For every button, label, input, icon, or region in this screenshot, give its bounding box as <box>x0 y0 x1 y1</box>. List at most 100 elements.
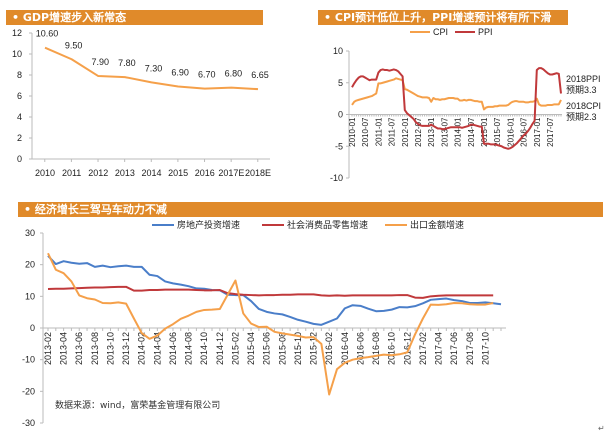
cpi-y-tick-label: 5 <box>338 78 343 88</box>
growth-y-tick-label: 30 <box>25 228 35 238</box>
gdp-chart-title-bar: • GDP增速步入新常态 <box>6 10 263 25</box>
growth-x-tick-label: 2013-06 <box>74 332 84 365</box>
growth-y-tick-label: -30 <box>22 418 35 428</box>
growth-series-line-3 <box>47 252 494 396</box>
gdp-y-tick-label: 0 <box>17 154 22 164</box>
cpi-y-tick-label: -5 <box>335 141 343 151</box>
growth-x-tick-label: 2016-02 <box>324 332 334 365</box>
gdp-x-tick-label: 2013 <box>115 168 135 178</box>
cpi-x-tick-label: 2012-01 <box>401 117 410 147</box>
source-note: 数据来源：wind，富荣基金管理有限公司 <box>55 401 221 411</box>
cpi-x-tick-label: 2010-07 <box>361 117 370 147</box>
growth-series-line-2 <box>47 285 494 299</box>
gdp-line <box>44 46 259 91</box>
growth-x-tick-label: 2016-12 <box>402 332 412 365</box>
gdp-x-tick-label: 2018E <box>245 168 271 178</box>
gdp-data-label: 6.70 <box>198 70 216 80</box>
growth-x-tick-label: 2013-12 <box>121 332 131 365</box>
growth-legend-label: 出口金额增速 <box>410 219 464 230</box>
growth-legend-label: 社会消费品零售增速 <box>287 219 368 230</box>
growth-x-tick-label: 2016-08 <box>371 332 381 365</box>
gdp-y-tick-label: 12 <box>12 28 22 38</box>
cpi-annotation: 2018PPI <box>566 74 601 84</box>
growth-chart-title: 经济增长三驾马车动力不减 <box>34 203 167 216</box>
growth-x-tick-label: 2015-02 <box>230 332 240 365</box>
growth-x-tick-label: 2015-12 <box>309 332 319 365</box>
growth-chart-title-bar: • 经济增长三驾马车动力不减 <box>18 202 603 217</box>
gdp-y-tick-label: 2 <box>17 133 22 143</box>
growth-x-tick-label: 2014-06 <box>168 332 178 365</box>
cpi-x-tick-label: 2016-01 <box>506 117 515 147</box>
growth-x-tick-label: 2013-10 <box>105 332 115 365</box>
cpi-annotation: 2018CPI <box>566 101 601 111</box>
gdp-y-tick-label: 8 <box>17 70 22 80</box>
gdp-data-label: 6.65 <box>251 70 269 80</box>
gdp-data-label: 6.90 <box>171 68 189 78</box>
growth-x-tick-label: 2015-08 <box>277 332 287 365</box>
growth-x-tick-label: 2016-10 <box>387 332 397 365</box>
gdp-chart-title: GDP增速步入新常态 <box>22 11 127 24</box>
gdp-y-tick-label: 6 <box>17 91 22 101</box>
cpi-x-tick-label: 2015-01 <box>480 117 489 147</box>
gdp-x-tick-label: 2016 <box>195 168 215 178</box>
growth-series-line-1 <box>47 255 502 326</box>
gdp-x-tick-label: 2010 <box>35 168 55 178</box>
cpi-x-tick-label: 2012-07 <box>414 117 423 147</box>
gdp-y-tick-label: 4 <box>17 112 22 122</box>
cpi-x-tick-label: 2015-07 <box>493 117 502 147</box>
cpi-x-tick-label: 2011-07 <box>388 117 397 146</box>
growth-x-tick-label: 2014-08 <box>184 332 194 365</box>
growth-x-tick-label: 2016-04 <box>340 332 350 365</box>
legend-label-ppi: PPI <box>478 27 493 37</box>
growth-x-tick-label: 2013-02 <box>43 332 53 365</box>
cpi-x-tick-label: 2010-01 <box>348 117 357 147</box>
growth-x-tick-label: 2014-10 <box>199 332 209 365</box>
growth-x-tick-label: 2017-08 <box>465 332 475 365</box>
gdp-x-tick-label: 2012 <box>88 168 108 178</box>
gdp-x-tick-label: 2014 <box>141 168 161 178</box>
growth-y-tick-label: -10 <box>22 355 35 365</box>
growth-x-tick-label: 2014-02 <box>137 332 147 365</box>
cpi-y-tick-label: -10 <box>330 173 343 183</box>
cpi-x-tick-label: 2014-07 <box>467 117 476 147</box>
gdp-x-tick-label: 2015 <box>168 168 188 178</box>
gdp-data-label: 10.60 <box>36 29 59 39</box>
cpi-y-tick-label: 10 <box>333 46 343 56</box>
growth-x-tick-label: 2013-08 <box>90 332 100 365</box>
cpi-x-tick-label: 2011-01 <box>374 117 383 146</box>
cpi-chart-title-bar: • CPI预计低位上升，PPI增速预计将有所下滑 <box>318 10 568 25</box>
cpi-series-line-ppi <box>351 67 562 150</box>
growth-x-tick-label: 2017-02 <box>418 332 428 365</box>
cpi-series-line-cpi <box>351 77 562 111</box>
gdp-data-label: 9.50 <box>65 40 83 50</box>
cpi-y-tick-label: 0 <box>338 110 343 120</box>
legend-label-cpi: CPI <box>433 27 448 37</box>
growth-x-tick-label: 2015-10 <box>293 332 303 365</box>
growth-y-tick-label: 20 <box>25 260 35 270</box>
growth-x-tick-label: 2014-04 <box>152 332 162 365</box>
gdp-data-label: 6.80 <box>225 69 243 79</box>
growth-x-tick-label: 2014-12 <box>215 332 225 365</box>
gdp-x-tick-label: 2017E <box>218 168 244 178</box>
cpi-x-tick-label: 2013-01 <box>427 117 436 147</box>
growth-x-tick-label: 2017-06 <box>449 332 459 365</box>
growth-legend-label: 房地产投资增速 <box>177 219 240 230</box>
cpi-x-tick-label: 2017-01 <box>533 117 542 147</box>
cpi-x-tick-label: 2013-07 <box>440 117 449 147</box>
gdp-data-label: 7.30 <box>145 63 163 73</box>
cpi-chart-title: CPI预计低位上升，PPI增速预计将有所下滑 <box>334 11 552 24</box>
growth-x-tick-label: 2015-04 <box>246 332 256 365</box>
growth-x-tick-label: 2017-10 <box>480 332 490 365</box>
cpi-x-tick-label: 2016-07 <box>520 117 529 147</box>
growth-y-tick-label: 0 <box>30 323 35 333</box>
growth-x-tick-label: 2016-06 <box>355 332 365 365</box>
gdp-y-tick-label: 10 <box>12 49 22 59</box>
cpi-x-tick-label: 2017-07 <box>546 117 555 147</box>
growth-x-tick-label: 2015-06 <box>262 332 272 365</box>
cpi-annotation: 预期2.3 <box>566 112 597 122</box>
return-mark: ↵ <box>598 424 605 433</box>
gdp-data-label: 7.80 <box>118 58 136 68</box>
growth-y-tick-label: -20 <box>22 386 35 396</box>
gdp-x-tick-label: 2011 <box>62 168 81 178</box>
